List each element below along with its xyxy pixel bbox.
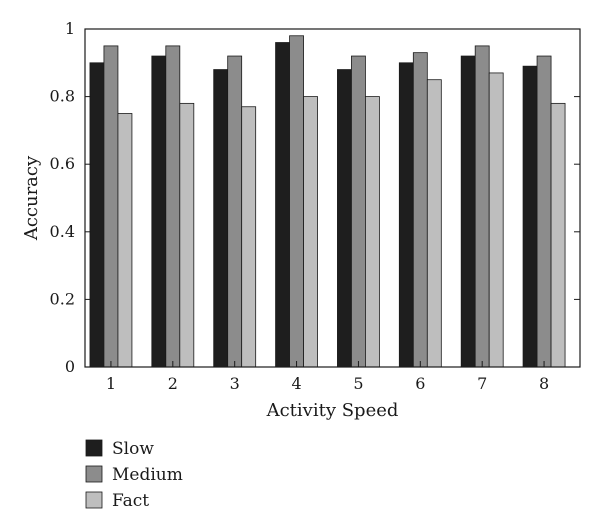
bar-fact-1 <box>117 113 133 368</box>
y-tick-label: 0.8 <box>50 87 75 106</box>
bar-fact-6 <box>426 79 442 368</box>
bar-slow-5 <box>337 69 352 368</box>
bar-fact-2 <box>179 102 195 368</box>
bar-slow-3 <box>213 69 229 368</box>
legend: Slow Medium Fact <box>85 439 183 511</box>
legend-label-fact: Fact <box>112 491 149 511</box>
bar-medium-7 <box>474 45 490 368</box>
legend-swatch-medium <box>85 465 103 483</box>
bar-fact-8 <box>550 102 566 368</box>
bar-slow-1 <box>89 62 105 368</box>
bar-fact-4 <box>303 96 318 368</box>
bar-slow-6 <box>398 62 414 368</box>
legend-swatch-slow <box>85 439 103 457</box>
bar-slow-2 <box>151 55 167 368</box>
x-tick-label: 2 <box>168 374 178 393</box>
bar-medium-8 <box>536 55 552 368</box>
bar-slow-7 <box>460 55 476 368</box>
y-tick-label: 1 <box>65 19 75 38</box>
y-axis-title: Accuracy <box>21 155 42 241</box>
y-axis: 0 0.2 0.4 0.6 0.8 1 <box>50 19 580 376</box>
x-tick-label: 5 <box>353 374 363 393</box>
bar-fact-3 <box>241 106 257 368</box>
y-tick-label: 0.6 <box>50 154 75 173</box>
bars-group <box>89 35 566 368</box>
bar-medium-2 <box>165 45 181 368</box>
plot-frame <box>84 28 581 368</box>
y-tick-label: 0 <box>65 357 75 376</box>
legend-swatch-fact <box>85 491 103 509</box>
bar-slow-8 <box>522 65 538 368</box>
bar-slow-4 <box>275 42 290 368</box>
legend-label-medium: Medium <box>112 465 183 485</box>
x-tick-label: 6 <box>415 374 425 393</box>
bar-fact-7 <box>488 72 504 368</box>
bar-medium-6 <box>412 52 428 368</box>
x-tick-label: 3 <box>230 374 240 393</box>
x-tick-label: 7 <box>477 374 487 393</box>
bar-fact-5 <box>365 96 380 368</box>
x-tick-label: 4 <box>291 374 301 393</box>
legend-label-slow: Slow <box>112 439 154 459</box>
x-tick-label: 8 <box>539 374 549 393</box>
bar-medium-3 <box>227 55 243 368</box>
bar-medium-5 <box>351 55 366 368</box>
bar-medium-1 <box>103 45 119 368</box>
x-axis-title: Activity Speed <box>266 400 399 421</box>
x-axis: 1 2 3 4 5 6 7 8 <box>106 361 549 393</box>
y-tick-label: 0.4 <box>50 222 75 241</box>
x-tick-label: 1 <box>106 374 116 393</box>
y-tick-label: 0.2 <box>50 289 75 308</box>
bar-medium-4 <box>289 35 304 368</box>
